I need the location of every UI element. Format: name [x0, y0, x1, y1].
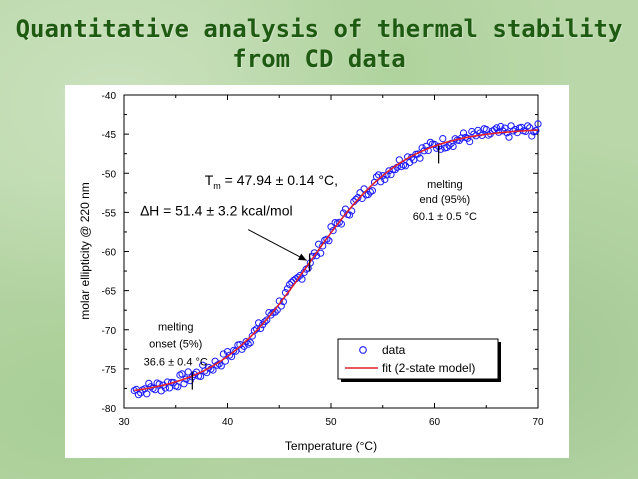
data-point: [286, 281, 294, 289]
data-point: [197, 372, 205, 380]
annotations: Tm = 47.94 ± 0.14 °C, ∆H = 51.4 ± 3.2 kca…: [141, 145, 477, 390]
data-point: [244, 340, 252, 348]
y-tick-label: -45: [102, 130, 117, 141]
dh-annotation: ∆H = 51.4 ± 3.2 kcal/mol: [141, 203, 293, 219]
onset-label-line-1: melting: [158, 322, 193, 334]
x-tick-label: 40: [222, 417, 234, 428]
data-point: [217, 362, 225, 370]
y-axis: -40 -45 -50 -55 -60 -65 -70 -75 -80: [102, 91, 538, 415]
slide-title-line-1: Quantitative analysis of thermal stabili…: [15, 15, 623, 43]
end-label-line-2: end (95%): [419, 194, 470, 206]
legend-fit-label: fit (2-state model): [382, 361, 475, 375]
data-point: [505, 133, 513, 141]
data-point: [493, 124, 501, 132]
legend-data-label: data: [382, 343, 406, 357]
data-point: [381, 175, 389, 184]
data-series-points: [130, 120, 542, 399]
data-point: [317, 249, 325, 257]
x-tick-label: 50: [325, 417, 337, 428]
data-point: [329, 227, 337, 235]
data-point: [143, 390, 151, 398]
data-point: [246, 339, 254, 347]
data-point: [497, 122, 505, 131]
data-point: [335, 218, 343, 226]
data-point: [155, 380, 163, 388]
data-point: [466, 138, 474, 146]
x-tick-label: 70: [532, 417, 544, 428]
data-point: [379, 172, 387, 180]
onset-label-line-2: onset (5%): [149, 339, 202, 351]
y-tick-label: -65: [102, 287, 117, 298]
slide-title-line-2: from CD data: [232, 45, 406, 73]
y-tick-label: -50: [102, 169, 117, 180]
data-point: [426, 138, 434, 146]
end-label-line-3: 60.1 ± 0.5 °C: [413, 211, 477, 223]
data-point: [263, 316, 271, 324]
data-point: [184, 368, 192, 376]
y-tick-label: -75: [102, 365, 117, 376]
tm-arrow-head: [297, 253, 307, 261]
data-point: [180, 380, 188, 388]
onset-label-line-3: 36.6 ± 0.4 °C: [144, 357, 208, 369]
data-point: [449, 142, 457, 151]
tm-arrow-line: [247, 229, 307, 261]
y-tick-label: -80: [102, 404, 117, 415]
data-point: [528, 132, 536, 140]
y-tick-label: -40: [102, 91, 117, 102]
data-point: [134, 391, 143, 399]
legend-box: [337, 338, 499, 380]
data-point: [232, 347, 240, 355]
fit-curve: [134, 129, 539, 392]
data-point: [445, 141, 453, 150]
data-point: [530, 128, 538, 136]
data-point: [534, 120, 542, 128]
data-point: [346, 211, 354, 219]
x-axis-label: Temperature (°C): [285, 439, 377, 453]
y-tick-label: -70: [102, 326, 117, 337]
data-point: [439, 135, 447, 143]
data-point: [298, 275, 306, 283]
data-point: [377, 178, 385, 186]
data-point: [375, 171, 383, 179]
data-point: [209, 366, 217, 374]
data-point: [252, 325, 261, 333]
x-tick-label: 30: [118, 417, 130, 428]
thermal-melt-chart: -40 -45 -50 -55 -60 -65 -70 -75 -80 30 40 50 60 70 T…: [78, 91, 544, 453]
data-point: [459, 129, 468, 137]
data-point: [368, 187, 376, 195]
data-point: [397, 163, 405, 171]
end-label-line-1: melting: [427, 179, 462, 191]
data-point: [323, 235, 331, 243]
tm-annotation: Tm = 47.94 ± 0.14 °C,: [205, 172, 338, 191]
legend-data-marker: [359, 346, 367, 354]
chart-panel: -40 -45 -50 -55 -60 -65 -70 -75 -80 30 40 50 60 70 T…: [65, 85, 569, 458]
data-point: [524, 122, 532, 130]
y-tick-label: -55: [102, 208, 117, 219]
data-point: [178, 370, 186, 378]
data-point: [327, 223, 335, 231]
data-point: [226, 351, 234, 359]
data-point: [501, 124, 509, 132]
data-point: [174, 383, 182, 391]
y-axis-label: molar ellipticity @ 220 nm: [78, 182, 92, 320]
data-point: [306, 259, 314, 267]
y-tick-label: -60: [102, 248, 117, 259]
slide-title: Quantitative analysis of thermal stabili…: [0, 14, 638, 74]
data-point: [261, 318, 269, 326]
x-axis: 30 40 50 60 70: [118, 95, 544, 428]
data-point: [476, 129, 484, 137]
legend: data fit (2-state model): [337, 338, 501, 382]
data-point: [416, 154, 424, 162]
x-tick-label: 60: [429, 417, 441, 428]
